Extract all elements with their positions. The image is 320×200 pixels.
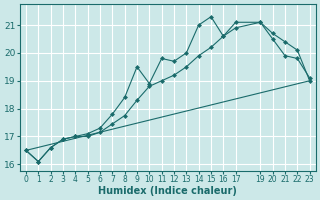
X-axis label: Humidex (Indice chaleur): Humidex (Indice chaleur) — [98, 186, 237, 196]
